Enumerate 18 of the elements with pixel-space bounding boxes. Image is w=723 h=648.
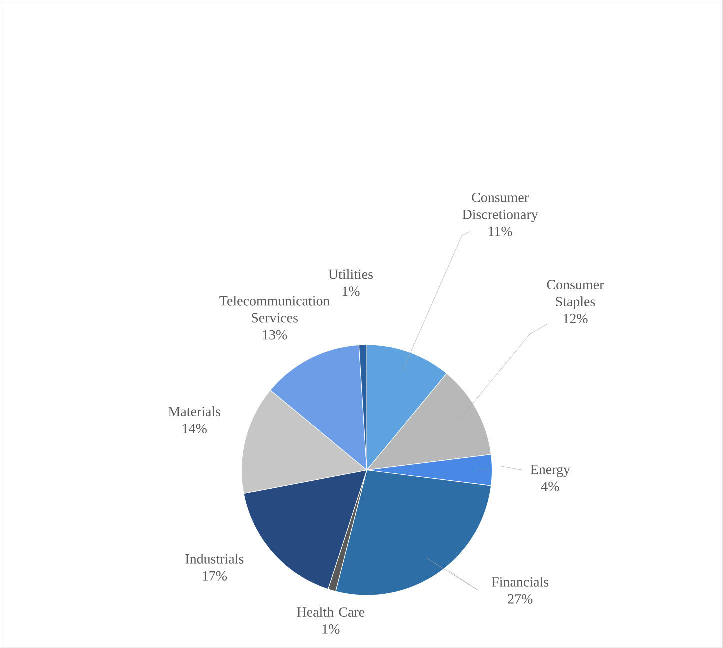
slice-label: Consumer Staples <box>547 280 604 310</box>
data-label: 17% <box>203 571 228 581</box>
data-label: 4% <box>541 482 560 492</box>
data-label: 1% <box>342 286 360 296</box>
slice-label: Consumer Discretionary <box>462 193 538 222</box>
slice-label: Health Care <box>297 607 365 618</box>
slice-label: Utilities <box>328 269 374 280</box>
slice-label: Energy <box>530 465 570 478</box>
slice-label: Financials <box>492 577 549 587</box>
slice-label: Industrials <box>186 554 244 564</box>
slice-label: Telecommunication Services <box>220 296 330 323</box>
data-label: 27% <box>508 594 533 604</box>
data-label: 13% <box>263 330 288 340</box>
slice-label: Materials <box>168 406 221 417</box>
data-label: 14% <box>183 424 207 434</box>
data-label: 12% <box>564 314 588 324</box>
data-label: 1% <box>322 624 340 634</box>
data-label: 11% <box>488 226 512 236</box>
